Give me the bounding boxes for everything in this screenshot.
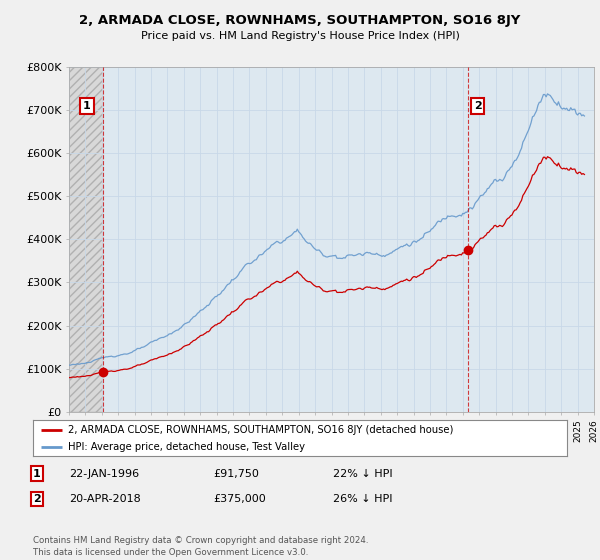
Text: 2, ARMADA CLOSE, ROWNHAMS, SOUTHAMPTON, SO16 8JY: 2, ARMADA CLOSE, ROWNHAMS, SOUTHAMPTON, … <box>79 14 521 27</box>
Text: 2: 2 <box>473 101 481 111</box>
Bar <box>69 67 103 412</box>
Text: 22% ↓ HPI: 22% ↓ HPI <box>333 469 392 479</box>
Text: 22-JAN-1996: 22-JAN-1996 <box>69 469 139 479</box>
Text: 2: 2 <box>33 494 41 504</box>
Text: HPI: Average price, detached house, Test Valley: HPI: Average price, detached house, Test… <box>68 442 305 451</box>
Text: 2, ARMADA CLOSE, ROWNHAMS, SOUTHAMPTON, SO16 8JY (detached house): 2, ARMADA CLOSE, ROWNHAMS, SOUTHAMPTON, … <box>68 425 453 435</box>
Text: 20-APR-2018: 20-APR-2018 <box>69 494 141 504</box>
Text: 26% ↓ HPI: 26% ↓ HPI <box>333 494 392 504</box>
Text: Contains HM Land Registry data © Crown copyright and database right 2024.
This d: Contains HM Land Registry data © Crown c… <box>33 536 368 557</box>
Text: £91,750: £91,750 <box>213 469 259 479</box>
Text: 1: 1 <box>33 469 41 479</box>
Text: Price paid vs. HM Land Registry's House Price Index (HPI): Price paid vs. HM Land Registry's House … <box>140 31 460 41</box>
Text: 1: 1 <box>83 101 91 111</box>
Text: £375,000: £375,000 <box>213 494 266 504</box>
